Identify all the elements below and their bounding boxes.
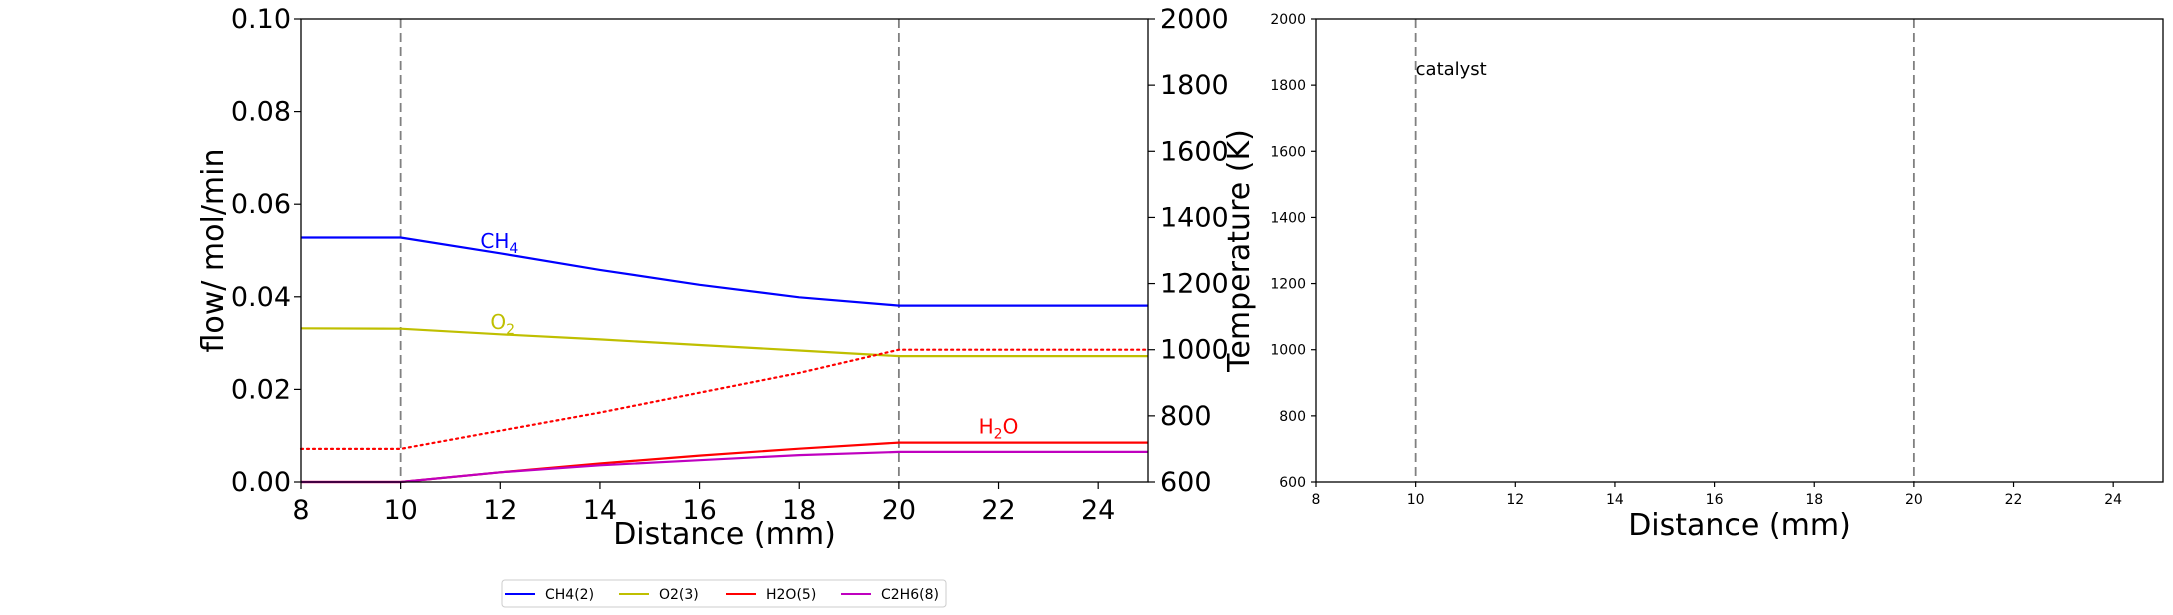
- x-tick-label: 8: [1312, 492, 1321, 508]
- annotation-base: H: [979, 414, 994, 438]
- catalyst-temperature-chart: catalyst 8 10 12 14 16 18 20 22 24 600 800 1000 120…: [1270, 12, 2164, 543]
- annotation-subscript: 2: [994, 426, 1003, 442]
- y-tick-label: 800: [1279, 409, 1306, 425]
- x-tick-label: 20: [1905, 492, 1923, 508]
- x-tick-label: 12: [1506, 492, 1524, 508]
- x-tick-label: 10: [383, 495, 417, 526]
- y-tick-label: 2000: [1270, 12, 1306, 28]
- legend-label: H2O(5): [766, 587, 816, 603]
- species-annotation: H2O: [979, 414, 1019, 442]
- temperature-tick-label: 800: [1160, 401, 1212, 432]
- x-tick-label: 8: [292, 495, 309, 526]
- temperature-tick-label: 1800: [1160, 70, 1229, 101]
- annotation-subscript: 4: [509, 241, 518, 257]
- y-tick-label: 0.00: [231, 467, 291, 498]
- left-y-axis-label: flow/ mol/min: [196, 148, 231, 352]
- legend-label: C2H6(8): [881, 587, 939, 603]
- x-tick-label: 22: [981, 495, 1015, 526]
- y-tick-label: 1600: [1270, 144, 1306, 160]
- y-tick-label: 1200: [1270, 277, 1306, 293]
- x-tick-label: 10: [1407, 492, 1425, 508]
- x-tick-label: 14: [583, 495, 617, 526]
- legend: CH4(2) O2(3) H2O(5) C2H6(8): [501, 579, 947, 608]
- annotation-tail: O: [1003, 414, 1019, 438]
- annotation-subscript: 2: [506, 322, 515, 338]
- left-x-axis-label: Distance (mm): [613, 517, 836, 552]
- right-x-axis-label: Distance (mm): [1628, 508, 1851, 543]
- x-tick-label: 18: [782, 495, 816, 526]
- x-tick-label: 24: [2104, 492, 2122, 508]
- x-tick-label: 12: [483, 495, 517, 526]
- series-line-ch42: [301, 236, 1148, 307]
- x-tick-label: 18: [1805, 492, 1823, 508]
- series-line-c2h68: [301, 450, 1148, 484]
- x-tick-label: 22: [2005, 492, 2023, 508]
- x-tick-label: 14: [1606, 492, 1624, 508]
- y-tick-label: 0.08: [231, 97, 291, 128]
- right-y-axis-label: Temperature (K): [1222, 129, 1257, 373]
- y-tick-label: 0.02: [231, 374, 291, 405]
- y-tick-label: 0.06: [231, 189, 291, 220]
- legend-frame: [501, 579, 947, 608]
- temperature-line: [299, 348, 1150, 450]
- x-tick-label: 20: [882, 495, 916, 526]
- legend-label: O2(3): [659, 587, 699, 603]
- legend-label: CH4(2): [545, 587, 594, 603]
- temperature-tick-label: 1600: [1160, 136, 1229, 167]
- annotation-base: CH: [480, 229, 509, 253]
- y-tick-label: 1000: [1270, 343, 1306, 359]
- right-plot-frame: [1315, 18, 2164, 483]
- x-tick-label: 24: [1081, 495, 1115, 526]
- catalyst-label: catalyst: [1416, 59, 1487, 80]
- species-annotation: O2: [490, 310, 515, 338]
- temperature-tick-label: 2000: [1160, 4, 1229, 35]
- temperature-tick-label: 1200: [1160, 269, 1229, 300]
- left-plot-frame: [300, 18, 1149, 483]
- series-line-o23: [300, 327, 1148, 358]
- y-tick-label: 0.10: [231, 4, 291, 35]
- series-line-h2o5: [301, 441, 1148, 484]
- x-tick-label: 16: [1706, 492, 1724, 508]
- temperature-tick-label: 600: [1160, 467, 1212, 498]
- y-tick-label: 1800: [1270, 78, 1306, 94]
- y-tick-label: 0.04: [231, 282, 291, 313]
- x-tick-label: 16: [682, 495, 716, 526]
- species-annotation: CH4: [480, 229, 518, 257]
- annotation-base: O: [490, 310, 506, 334]
- y-tick-label: 1400: [1270, 210, 1306, 226]
- temperature-tick-label: 1400: [1160, 202, 1229, 233]
- y-tick-label: 600: [1279, 475, 1306, 491]
- temperature-tick-label: 1000: [1160, 335, 1229, 366]
